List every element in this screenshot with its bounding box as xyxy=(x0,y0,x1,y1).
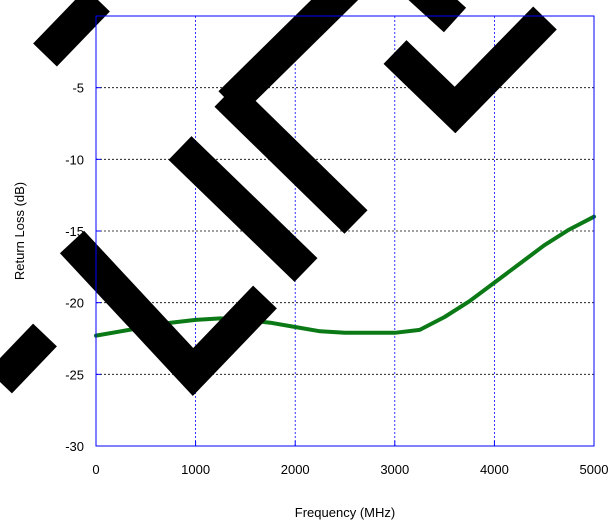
x-tick-label: 0 xyxy=(92,462,99,477)
watermark-l-stroke xyxy=(33,0,110,67)
watermark xyxy=(0,0,557,397)
watermark-l-stroke xyxy=(0,323,57,394)
x-tick-label: 1000 xyxy=(181,462,210,477)
y-tick-label: -15 xyxy=(65,224,84,239)
x-axis-ticks: 0 1000 2000 3000 4000 5000 xyxy=(92,441,608,477)
watermark-f-stroke xyxy=(218,0,359,115)
y-tick-label: -10 xyxy=(65,152,84,167)
y-tick-label: -25 xyxy=(65,367,84,382)
x-tick-label: 3000 xyxy=(380,462,409,477)
watermark-i-stroke xyxy=(168,136,318,282)
x-tick-label: 2000 xyxy=(281,462,310,477)
x-axis-label: Frequency (MHz) xyxy=(295,505,395,520)
y-tick-label: -20 xyxy=(65,296,84,311)
y-tick-label: -30 xyxy=(65,439,84,454)
y-tick-label: -5 xyxy=(72,81,84,96)
y-axis-label: Return Loss (dB) xyxy=(12,182,27,280)
watermark-e-stroke xyxy=(383,6,557,134)
y-tick-label: 0 xyxy=(77,9,84,24)
x-tick-label: 4000 xyxy=(480,462,509,477)
watermark-e-stroke xyxy=(408,0,467,33)
watermark-f-stroke xyxy=(214,83,368,234)
series-layer xyxy=(94,214,596,338)
y-axis-ticks: 0 -5 -10 -15 -20 -25 -30 xyxy=(65,9,101,454)
watermark-l-stroke xyxy=(59,230,277,397)
x-tick-label: 5000 xyxy=(580,462,609,477)
return-loss-series-line xyxy=(94,214,596,338)
